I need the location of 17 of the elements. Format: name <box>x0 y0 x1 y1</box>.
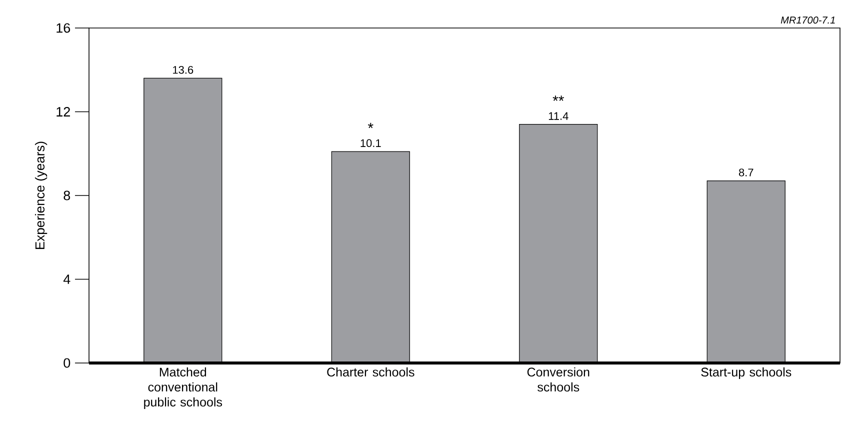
x-tick-label: Start-up schools <box>701 367 792 379</box>
y-tick-label: 16 <box>56 23 70 33</box>
data-label: 8.7 <box>738 168 754 176</box>
x-tick-label: Conversion schools <box>527 367 590 392</box>
data-label: 10.1 <box>360 139 381 148</box>
x-tick-label: Matched conventional public schools <box>144 367 222 409</box>
y-tick-label: 12 <box>56 107 70 116</box>
annotation: * <box>368 122 374 128</box>
y-tick-label: 4 <box>63 274 70 284</box>
y-tick-label: 0 <box>64 358 70 368</box>
x-tick-label: Charter schools <box>327 367 414 377</box>
text: MR1700-7.1 <box>780 16 835 24</box>
data-label: 13.6 <box>173 66 194 74</box>
y-tick-label: 8 <box>64 190 70 200</box>
annotation: ** <box>552 96 564 101</box>
y-axis-title: Experience (years) <box>34 142 48 249</box>
data-label: 11.4 <box>548 112 568 120</box>
